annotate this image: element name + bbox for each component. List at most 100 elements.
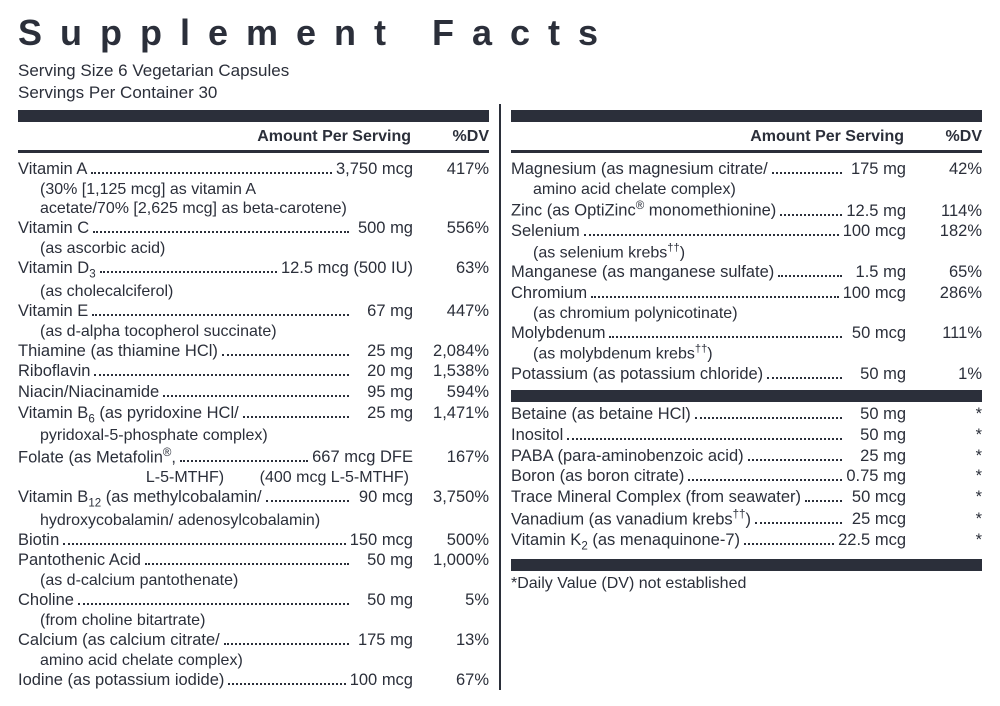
- nutrient-sub: amino acid chelate complex): [18, 651, 489, 670]
- nutrient-sub: L-5-MTHF) (400 mcg L-5-MTHF): [18, 468, 489, 487]
- dot-leader: [180, 447, 308, 462]
- nutrient-amount: 50 mg: [846, 404, 916, 425]
- nutrient-row: Iodine (as potassium iodide)100 mcg67%: [18, 670, 489, 691]
- nutrient-amount: 500 mg: [353, 218, 423, 239]
- nutrient-name: Niacin/Niacinamide: [18, 382, 159, 403]
- nutrient-sub: acetate/70% [2,625 mcg] as beta-carotene…: [18, 199, 489, 218]
- nutrient-dv: 63%: [423, 258, 489, 279]
- nutrient-amount: 100 mcg: [350, 670, 423, 691]
- nutrient-dv: 500%: [423, 530, 489, 551]
- servings-per-container: Servings Per Container 30: [18, 82, 982, 104]
- nutrient-dv: 67%: [423, 670, 489, 691]
- nutrient-dv: 3,750%: [423, 487, 489, 508]
- nutrient-dv: 111%: [916, 323, 982, 344]
- nutrient-amount: 1.5 mg: [846, 262, 916, 283]
- nutrient-dv: *: [916, 425, 982, 446]
- nutrient-dv: 13%: [423, 630, 489, 651]
- nutrient-dv: *: [916, 466, 982, 487]
- nutrient-dv: *: [916, 530, 982, 551]
- nutrient-amount: 150 mcg: [350, 530, 423, 551]
- dot-leader: [163, 382, 349, 397]
- dot-leader: [91, 159, 332, 174]
- nutrient-dv: 1,471%: [423, 403, 489, 424]
- dot-leader: [78, 590, 349, 605]
- column-header: Amount Per Serving %DV: [511, 124, 982, 148]
- header-dv: %DV: [419, 128, 489, 146]
- dot-leader: [780, 201, 842, 216]
- nutrient-dv: 1,538%: [423, 361, 489, 382]
- nutrient-dv: 5%: [423, 590, 489, 611]
- dot-leader: [755, 509, 842, 524]
- dot-leader: [93, 218, 349, 233]
- nutrient-amount: 50 mg: [846, 364, 916, 385]
- dot-leader: [92, 301, 349, 316]
- nutrient-amount: 25 mg: [846, 446, 916, 467]
- nutrient-row: Biotin 150 mcg500%: [18, 530, 489, 551]
- dot-leader: [688, 467, 842, 482]
- nutrient-name: Vitamin B12 (as methylcobalamin/: [18, 487, 262, 511]
- nutrient-name: Riboflavin: [18, 361, 90, 382]
- header-amount: Amount Per Serving: [209, 128, 419, 146]
- nutrient-amount: 3,750 mcg: [336, 159, 423, 180]
- nutrient-amount: 100 mcg: [843, 283, 916, 304]
- nutrient-name: Magnesium (as magnesium citrate/: [511, 159, 768, 180]
- nutrient-row: Vitamin A3,750 mcg417%: [18, 159, 489, 180]
- nutrient-amount: 25 mg: [353, 403, 423, 424]
- nutrient-dv: 182%: [916, 221, 982, 242]
- nutrient-name: Selenium: [511, 221, 580, 242]
- nutrient-name: Molybdenum: [511, 323, 605, 344]
- nutrient-name: Pantothenic Acid: [18, 550, 141, 571]
- nutrient-sub: (as d-alpha tocopherol succinate): [18, 322, 489, 341]
- nutrient-row: Zinc (as OptiZinc® monomethionine)12.5 m…: [511, 199, 982, 221]
- nutrient-sub: (30% [1,125 mcg] as vitamin A: [18, 180, 489, 199]
- nutrient-name: PABA (para-aminobenzoic acid): [511, 446, 744, 467]
- nutrient-amount: 25 mg: [353, 341, 423, 362]
- nutrient-name: Manganese (as manganese sulfate): [511, 262, 774, 283]
- nutrient-row: Inositol50 mg*: [511, 425, 982, 446]
- dot-leader: [222, 341, 349, 356]
- nutrient-dv: 1%: [916, 364, 982, 385]
- nutrient-row: Magnesium (as magnesium citrate/175 mg42…: [511, 159, 982, 180]
- nutrient-name: Chromium: [511, 283, 587, 304]
- title: Supplement Facts: [18, 12, 982, 54]
- dot-leader: [266, 487, 349, 502]
- thick-bar: [511, 390, 982, 402]
- nutrient-amount: 50 mg: [846, 425, 916, 446]
- nutrient-row: Boron (as boron citrate)0.75 mg*: [511, 466, 982, 487]
- dot-leader: [591, 283, 839, 298]
- nutrient-name: Trace Mineral Complex (from seawater): [511, 487, 801, 508]
- dot-leader: [609, 323, 842, 338]
- nutrient-row: Vitamin D312.5 mcg (500 IU)63%: [18, 258, 489, 282]
- nutrient-sub: hydroxycobalamin/ adenosylcobalamin): [18, 511, 489, 530]
- nutrient-amount: 25 mcg: [846, 509, 916, 530]
- nutrient-sub: (as chromium polynicotinate): [511, 304, 982, 323]
- nutrient-name: Vitamin D3: [18, 258, 96, 282]
- nutrient-row: Vitamin B12 (as methylcobalamin/90 mcg3,…: [18, 487, 489, 511]
- nutrient-sub: pyridoxal-5-phosphate complex): [18, 426, 489, 445]
- dot-leader: [744, 530, 834, 545]
- dot-leader: [94, 362, 349, 377]
- nutrient-name: Vitamin B6 (as pyridoxine HCl/: [18, 403, 239, 427]
- nutrient-row: Chromium 100 mcg286%: [511, 283, 982, 304]
- thin-bar: [18, 150, 489, 153]
- nutrient-row: Niacin/Niacinamide95 mg594%: [18, 382, 489, 403]
- nutrient-sub: (as d-calcium pantothenate): [18, 571, 489, 590]
- nutrient-row: Vitamin K2 (as menaquinone-7)22.5 mcg*: [511, 530, 982, 554]
- left-column: Amount Per Serving %DV Vitamin A3,750 mc…: [18, 104, 501, 690]
- nutrient-row: Molybdenum 50 mcg111%: [511, 323, 982, 344]
- nutrient-row: Vitamin E67 mg447%: [18, 301, 489, 322]
- nutrient-name: Biotin: [18, 530, 59, 551]
- nutrient-name: Zinc (as OptiZinc® monomethionine): [511, 199, 776, 221]
- thick-bar: [511, 110, 982, 122]
- nutrient-sub: (as cholecalciferol): [18, 282, 489, 301]
- nutrient-amount: 95 mg: [353, 382, 423, 403]
- nutrient-dv: 114%: [916, 201, 982, 222]
- nutrient-row: Vitamin C500 mg556%: [18, 218, 489, 239]
- nutrient-name: Choline: [18, 590, 74, 611]
- nutrient-name: Vitamin E: [18, 301, 88, 322]
- dot-leader: [778, 262, 842, 277]
- nutrient-dv: 286%: [916, 283, 982, 304]
- nutrient-amount: 20 mg: [353, 361, 423, 382]
- nutrient-amount: 50 mcg: [846, 323, 916, 344]
- thick-bar: [511, 559, 982, 571]
